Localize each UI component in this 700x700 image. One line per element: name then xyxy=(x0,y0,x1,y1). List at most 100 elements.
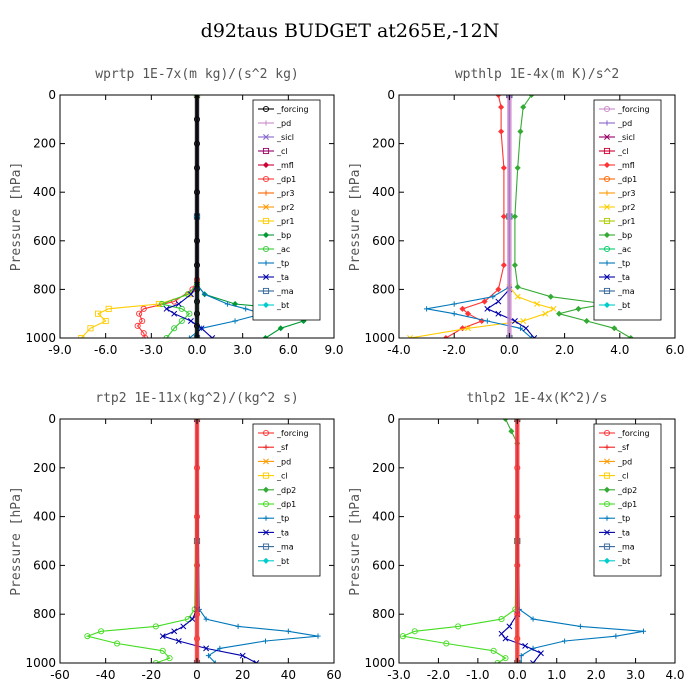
panel1-point-bp-13 xyxy=(627,334,634,338)
panel1-point-bp-5 xyxy=(511,262,518,269)
panel0-legend-label-cl: _cl xyxy=(276,147,288,156)
panel2-ytick-label-4: 800 xyxy=(33,607,56,621)
panel0-series-dp1 xyxy=(134,95,201,338)
panel1-point-bp-7 xyxy=(547,293,554,300)
panel3-point-ta-4 xyxy=(502,635,509,642)
panel0-legend-marker-pr1-shape xyxy=(262,217,270,225)
panel2-ylabel: Pressure [hPa] xyxy=(9,486,24,596)
panel1-point-tp-8 xyxy=(528,335,535,338)
panel3-point-ta-2 xyxy=(506,623,513,630)
panel1-point-pr2-3 xyxy=(534,301,540,307)
panel3-point-dp1-6 xyxy=(443,640,450,647)
panel0-point-ta-7 xyxy=(198,325,205,332)
panel1-xtick-label-1: -2.0 xyxy=(442,343,465,357)
panel3-legend-label-sf: _sf xyxy=(617,443,629,452)
panel3-point-tp-5-shape xyxy=(613,633,619,639)
figure-title: d92taus BUDGET at265E,-12N xyxy=(200,20,500,42)
panel1-point-bp-12 xyxy=(611,325,618,332)
panel1-legend-label-pr3: _pr3 xyxy=(617,189,635,198)
panel2-legend-marker-ta-shape xyxy=(263,529,269,536)
chart-panel-wpthlp: wpthlp 1E-4x(m K)/s^2 Pressure [hPa] -4.0 -… xyxy=(348,67,685,357)
panel1-point-mfl-6 xyxy=(495,286,502,293)
panel1-legend-label-tp: _tp xyxy=(617,259,630,268)
panel1-line-bp xyxy=(514,95,632,338)
panel1-ytick-label-1: 200 xyxy=(372,137,395,151)
panel1-point-bp-6-shape xyxy=(514,283,521,290)
panel3-legend-label-cl: _cl xyxy=(617,472,629,481)
panel3-point-ta-5-shape xyxy=(522,642,529,649)
panel1-point-bp-4 xyxy=(511,213,518,220)
panel1-point-mfl-11 xyxy=(459,325,466,332)
panel2-legend-marker-tp xyxy=(263,515,269,521)
panel1-point-tp-6 xyxy=(484,318,490,324)
panel2-point-dp1-3-shape xyxy=(152,623,159,630)
panel0-ylabel: Pressure [hPa] xyxy=(9,162,24,272)
panel2-point-ta-7 xyxy=(203,645,210,652)
panel2-point-ta-5-shape xyxy=(159,633,166,640)
panel1-point-bp-5-shape xyxy=(511,262,518,269)
panel1-point-pr2-6 xyxy=(520,318,527,324)
panel1-legend-marker-ta xyxy=(604,274,610,280)
panel1-point-pr2-5 xyxy=(542,310,549,317)
panel2-xtick-label-1: -40 xyxy=(96,668,116,682)
panel3-point-ta-7 xyxy=(530,660,537,663)
panel1-point-tp-2 xyxy=(490,294,496,300)
panel1-zero-column xyxy=(507,95,512,338)
panel0-point-ac-7 xyxy=(171,325,178,332)
panel1-point-mfl-8-shape xyxy=(459,305,466,312)
panel1-xtick-label-0: -4.0 xyxy=(387,343,410,357)
panel1-legend-marker-forcing-shape xyxy=(603,105,611,113)
panel0-point-tp-8 xyxy=(186,335,192,338)
panel1-point-ta-6-shape xyxy=(523,325,529,332)
panel1-ytick-label-4: 800 xyxy=(372,282,395,296)
panel2-xtick-label-0: -60 xyxy=(50,668,70,682)
panel3-legend-marker-forcing xyxy=(603,429,611,437)
panel1-point-bp-12-shape xyxy=(611,325,618,332)
panel3-point-dp1-5-shape xyxy=(399,633,406,640)
panel0-point-ta-3-shape xyxy=(175,301,182,307)
panel3-point-dp1-5 xyxy=(399,633,406,640)
panel3-xtick-label-6: 3.0 xyxy=(626,668,645,682)
panel1-legend-label-dp1: _dp1 xyxy=(617,175,637,184)
panel2-ytick-label-2: 400 xyxy=(33,510,56,524)
panel0-legend-marker-bp-shape xyxy=(262,231,270,239)
panel3-xtick-label-3: 0.0 xyxy=(508,668,527,682)
panel2-point-ta-4 xyxy=(171,628,178,635)
panel1-legend-marker-tp-shape xyxy=(604,260,610,266)
panel3-xtick-label-2: -1.0 xyxy=(466,668,489,682)
panel3-point-dp1-4-shape xyxy=(411,628,418,635)
panel0-point-ac-4-shape xyxy=(178,305,185,312)
panel2-legend-marker-sf-shape xyxy=(263,444,269,450)
panel2-legend-label-dp1: _dp1 xyxy=(276,500,296,509)
panel1-frame xyxy=(398,94,676,339)
panel2-point-ta-2 xyxy=(189,616,196,623)
panel1-legend-label-cl: _cl xyxy=(617,147,629,156)
panel1-point-mfl-5-shape xyxy=(500,262,507,269)
panel1-xtick-label-5: 6.0 xyxy=(665,343,684,357)
panel3-point-tp-3 xyxy=(577,623,583,629)
panel0-legend-marker-bt xyxy=(262,301,270,309)
panel1-point-bp-2-shape xyxy=(517,128,524,135)
panel3-point-tp-2 xyxy=(530,616,536,622)
panel2-point-ta-6-shape xyxy=(175,638,182,644)
panel1-point-bp-1 xyxy=(520,104,527,111)
panel1-point-mfl-0-shape xyxy=(495,95,502,99)
panel0-point-dp1-7-shape xyxy=(134,322,141,329)
panel1-ytick-label-2: 400 xyxy=(372,185,395,199)
panel3-legend-marker-pd-shape xyxy=(604,458,610,465)
panel0-legend-marker-forcing xyxy=(262,105,270,113)
panel1-legend-marker-dp1-shape xyxy=(603,175,611,183)
panel2-title: rtp2 1E-11x(kg^2)/(kg^2 s) xyxy=(95,391,299,406)
panel3-series-ta xyxy=(498,419,544,663)
panel1-point-tp-5-shape xyxy=(451,311,457,317)
panel3-legend-label-dp1: _dp1 xyxy=(617,500,637,509)
panel3-legend-marker-cl-shape xyxy=(603,472,611,479)
panel3-point-tp-9-shape xyxy=(518,660,524,663)
panel3-point-ta-6-shape xyxy=(537,650,544,657)
panel2-legend-label-pd: _pd xyxy=(276,457,291,466)
panel2-point-tp-2-shape xyxy=(203,616,209,622)
panel0-point-dp1-5 xyxy=(136,310,143,317)
panel1-point-mfl-6-shape xyxy=(495,286,502,293)
panel3-ytick-label-5: 1000 xyxy=(364,656,395,670)
panel1-ytick-label-5: 1000 xyxy=(364,331,395,345)
